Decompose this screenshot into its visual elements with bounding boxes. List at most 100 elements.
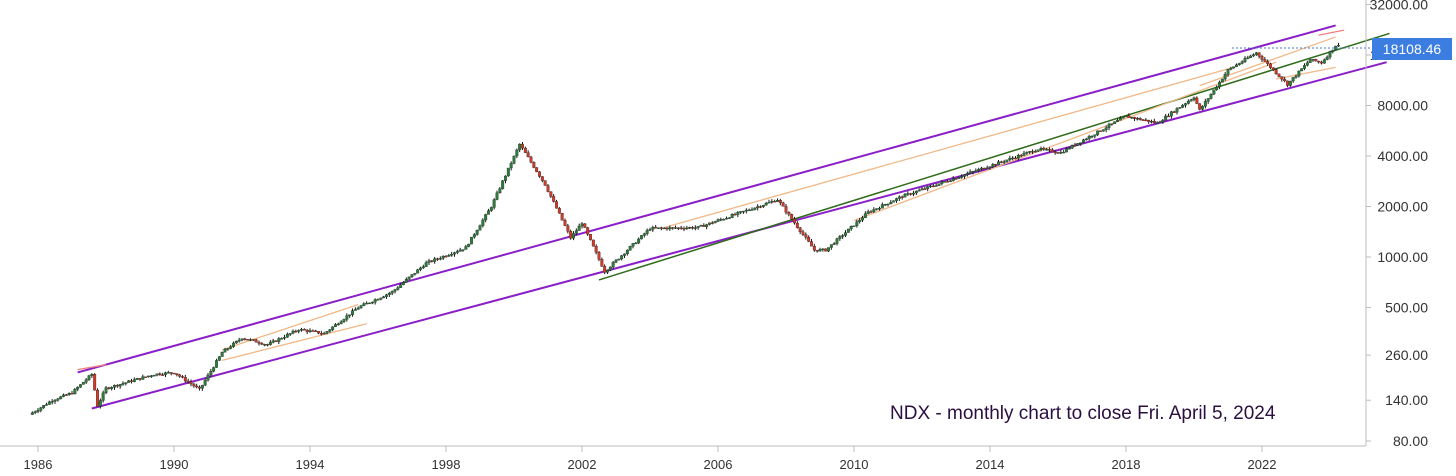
candle-up (1110, 123, 1114, 125)
candle-up (271, 340, 275, 343)
candle-up (611, 262, 615, 268)
candle-down (665, 227, 669, 230)
candle-down (96, 389, 99, 407)
y-tick-label: 4000.00 (1377, 148, 1428, 164)
candle-up (285, 334, 289, 338)
candle-up (365, 302, 369, 305)
candle-up (342, 319, 346, 322)
candle-up (308, 330, 312, 332)
candle-up (382, 296, 386, 299)
candle-up (76, 387, 80, 390)
candle-up (1243, 58, 1247, 62)
candle-down (1127, 115, 1131, 118)
candle-up (645, 230, 649, 234)
candle-up (98, 400, 102, 407)
candle-up (1093, 134, 1097, 137)
candle-down (560, 213, 564, 221)
candle-up (504, 175, 507, 181)
candle-up (1308, 59, 1312, 63)
trendline (77, 24, 1336, 374)
candle-down (115, 385, 119, 387)
candle-up (997, 161, 1000, 165)
candle-up (903, 193, 907, 198)
candle-down (1286, 80, 1289, 86)
candle-down (1031, 151, 1034, 153)
candle-down (801, 231, 805, 235)
candle-up (495, 192, 499, 200)
candle-up (883, 204, 887, 206)
trendline (663, 66, 1234, 229)
candle-down (591, 239, 595, 247)
candle-up (62, 394, 65, 397)
candle-up (325, 331, 329, 334)
candle-down (1198, 103, 1202, 110)
candle-up (427, 260, 431, 263)
candle-up (1186, 100, 1190, 104)
candle-down (294, 330, 298, 333)
y-tick-label: 80.00 (1393, 433, 1428, 449)
candle-up (948, 180, 952, 183)
candle-down (305, 329, 309, 332)
candle-up (33, 411, 37, 413)
candle-up (736, 212, 740, 215)
candle-up (234, 340, 238, 344)
candle-up (1175, 108, 1179, 113)
candle-up (268, 342, 272, 345)
candle-up (572, 233, 575, 239)
candle-down (982, 167, 986, 170)
candle-up (359, 305, 363, 309)
candle-down (773, 201, 777, 203)
candle-up (914, 190, 918, 194)
trendline (222, 323, 367, 361)
candle-up (47, 401, 51, 405)
candle-up (744, 209, 748, 212)
candle-down (810, 241, 813, 247)
candle-down (1152, 121, 1156, 123)
candle-up (249, 339, 252, 341)
candle-up (730, 214, 734, 218)
candle-up (36, 410, 40, 412)
candle-down (138, 378, 142, 380)
candle-down (246, 339, 250, 341)
candle-up (651, 227, 655, 230)
candle-down (781, 202, 785, 207)
candle-up (1079, 142, 1083, 144)
candle-up (288, 333, 292, 335)
candle-up (846, 228, 850, 233)
candle-up (447, 255, 451, 257)
candle-up (725, 217, 728, 220)
candle-up (438, 258, 442, 260)
candle-down (546, 185, 550, 192)
candle-down (778, 200, 782, 203)
trendline (1318, 29, 1345, 36)
candle-up (1235, 64, 1238, 67)
candle-up (1062, 151, 1066, 154)
candle-up (640, 235, 643, 240)
candle-down (521, 143, 524, 149)
candle-down (702, 225, 706, 227)
candle-up (761, 205, 765, 207)
x-axis-ticks: 1986 1990 1994 1998 2002 2006 2010 2014 2018 2022 (24, 446, 1276, 472)
candle-up (300, 329, 303, 331)
candle-up (407, 276, 411, 280)
candle-up (1303, 65, 1306, 69)
candle-down (691, 227, 694, 229)
candle-up (1090, 135, 1094, 138)
candle-up (668, 227, 672, 230)
candle-down (158, 373, 162, 375)
candle-up (688, 227, 692, 229)
candle-up (676, 227, 680, 229)
candle-down (266, 344, 269, 346)
candle-up (410, 274, 414, 278)
candle-down (175, 373, 179, 376)
candle-up (339, 321, 343, 325)
candle-down (254, 339, 258, 343)
candle-down (535, 167, 539, 172)
candle-up (1025, 152, 1029, 154)
candle-down (589, 234, 592, 241)
candle-up (87, 375, 91, 380)
candle-down (1014, 157, 1017, 160)
trendline (221, 304, 359, 351)
candle-up (424, 262, 428, 267)
last-price-label: 18108.46 (1383, 41, 1442, 57)
